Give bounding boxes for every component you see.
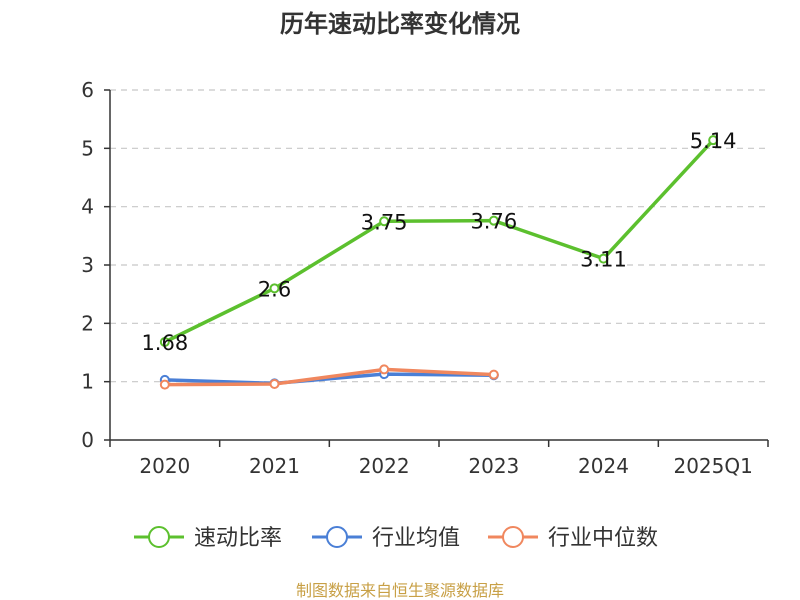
x-tick-label: 2022 — [359, 454, 410, 478]
series-layer: 1.68 2.6 3.75 3.76 3.11 5.14 — [141, 129, 737, 390]
grid-lines — [110, 89, 768, 383]
series-2-point[interactable] — [159, 379, 170, 390]
series-1-line — [163, 372, 496, 386]
series-0-point[interactable] — [598, 253, 609, 264]
legend-marker — [326, 526, 348, 548]
legend-item-1[interactable]: 行业均值 — [312, 526, 460, 551]
series-2-point[interactable] — [379, 364, 390, 375]
series-2-point[interactable] — [269, 379, 280, 389]
legend-item-0[interactable]: 速动比率 — [134, 526, 282, 551]
series-0-line — [163, 138, 715, 344]
x-tick-label: 2023 — [468, 454, 519, 478]
y-tick-label: 6 — [81, 78, 94, 102]
y-tick-label: 3 — [81, 253, 94, 277]
legend[interactable]: 速动比率 行业均值 行业中位数 — [134, 526, 658, 551]
y-tick-label: 5 — [81, 136, 94, 160]
legend-label: 速动比率 — [194, 526, 282, 551]
series-0-point[interactable] — [488, 215, 499, 226]
series-0-point[interactable] — [379, 216, 390, 227]
series-2-point[interactable] — [488, 369, 499, 380]
y-tick-label: 0 — [81, 428, 94, 452]
x-tick-label: 2020 — [139, 454, 190, 478]
x-tick-label: 2024 — [578, 454, 629, 478]
series-2-line — [163, 367, 496, 387]
legend-item-2[interactable]: 行业中位数 — [488, 526, 658, 551]
y-tick-label: 4 — [81, 195, 94, 219]
series-0-point[interactable] — [159, 337, 170, 347]
data-label: 1.68 — [141, 331, 188, 355]
legend-label: 行业中位数 — [548, 526, 658, 551]
data-label: 2.6 — [258, 277, 291, 301]
legend-marker — [148, 526, 170, 548]
source-note: 制图数据来自恒生聚源数据库 — [296, 581, 504, 600]
x-tick-label: 2025Q1 — [673, 454, 752, 478]
series-0-point[interactable] — [708, 135, 719, 146]
data-label: 5.14 — [690, 129, 737, 153]
y-tick-label: 2 — [81, 311, 94, 335]
legend-label: 行业均值 — [372, 526, 460, 551]
y-tick-label: 1 — [81, 370, 94, 394]
x-tick-label: 2021 — [249, 454, 300, 478]
data-label: 3.76 — [470, 210, 517, 234]
legend-marker — [502, 526, 524, 548]
chart-title: 历年速动比率变化情况 — [280, 10, 520, 38]
data-label: 3.75 — [361, 210, 408, 234]
data-label: 3.11 — [580, 248, 627, 272]
axes: 0 1 2 3 4 5 6 2020 2021 2022 2023 2024 2025Q1 — [81, 78, 769, 478]
series-0-point[interactable] — [269, 283, 280, 294]
